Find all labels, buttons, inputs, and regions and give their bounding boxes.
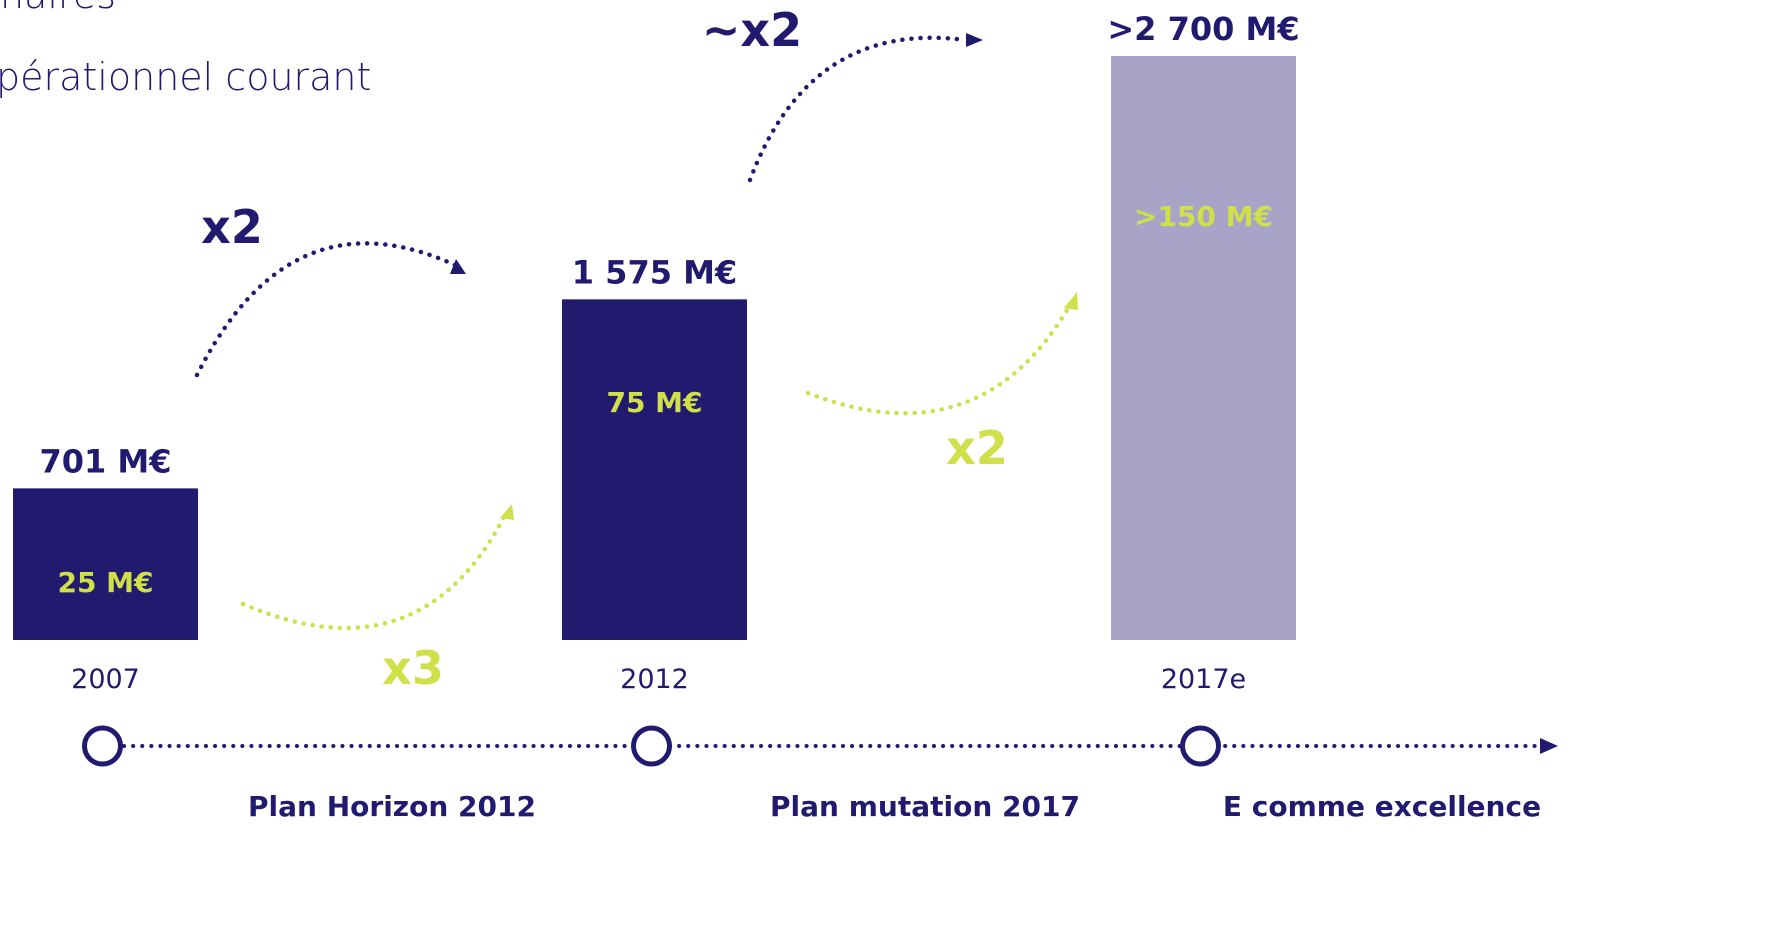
arrow-head (966, 33, 983, 47)
plan-label: Plan mutation 2017 (770, 790, 1080, 823)
annotation: x3 (382, 641, 444, 695)
inner-value-label: 25 M€ (57, 566, 153, 599)
value-label: 1 575 M€ (572, 253, 737, 291)
timeline-arrow (1540, 738, 1558, 754)
annotation: x2 (201, 200, 263, 254)
plan-label: E comme excellence (1223, 790, 1541, 823)
arrow-arc (194, 241, 458, 378)
timeline-node (82, 725, 123, 767)
bar (1111, 56, 1296, 640)
inner-value-label: 75 M€ (606, 386, 702, 419)
timeline-node (1180, 725, 1221, 767)
arrow-head (500, 504, 514, 520)
arrow-arc (747, 35, 968, 183)
value-label: >2 700 M€ (1107, 10, 1299, 48)
value-label: 701 M€ (39, 442, 171, 480)
annotation: x2 (946, 421, 1008, 475)
x-tick-label: 2012 (620, 664, 689, 695)
x-tick-label: 2017e (1161, 664, 1246, 695)
arrow-head (450, 259, 466, 274)
annotation: ~x2 (702, 3, 802, 57)
bar (562, 299, 747, 640)
arrow-arc (805, 302, 1073, 416)
bar (13, 488, 198, 640)
timeline-node (631, 725, 672, 767)
legend-text: pérationnel courant (0, 55, 371, 99)
arrow-head (1064, 292, 1078, 310)
arrow-arc (240, 512, 508, 631)
legend-text: naires (0, 0, 116, 17)
inner-value-label: >150 M€ (1134, 200, 1273, 233)
plan-label: Plan Horizon 2012 (248, 790, 536, 823)
x-tick-label: 2007 (71, 664, 140, 695)
